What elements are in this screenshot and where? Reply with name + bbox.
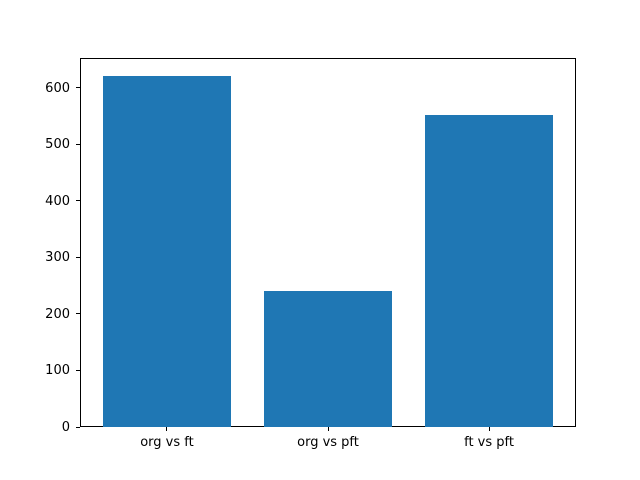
x-tick-label: org vs pft bbox=[297, 435, 359, 450]
y-tick-label: 600 bbox=[45, 80, 70, 96]
bar bbox=[424, 114, 554, 427]
bar bbox=[263, 291, 393, 427]
x-tick-mark bbox=[488, 427, 490, 431]
y-tick-label: 500 bbox=[45, 137, 70, 153]
y-tick-mark bbox=[76, 369, 80, 371]
x-tick-label: ft vs pft bbox=[464, 435, 514, 450]
y-tick-mark bbox=[76, 256, 80, 258]
y-tick-label: 100 bbox=[45, 363, 70, 379]
y-tick-mark bbox=[76, 313, 80, 315]
y-tick-mark bbox=[76, 143, 80, 145]
y-tick-label: 300 bbox=[45, 250, 70, 266]
y-tick-label: 0 bbox=[61, 420, 70, 435]
x-tick-mark bbox=[327, 427, 329, 431]
y-tick-mark bbox=[76, 426, 80, 428]
x-tick-mark bbox=[166, 427, 168, 431]
bar bbox=[102, 75, 232, 427]
y-tick-label: 200 bbox=[45, 306, 70, 322]
y-tick-mark bbox=[76, 87, 80, 89]
x-tick-label: org vs ft bbox=[140, 435, 194, 450]
y-tick-mark bbox=[76, 200, 80, 202]
y-tick-label: 400 bbox=[45, 193, 70, 209]
